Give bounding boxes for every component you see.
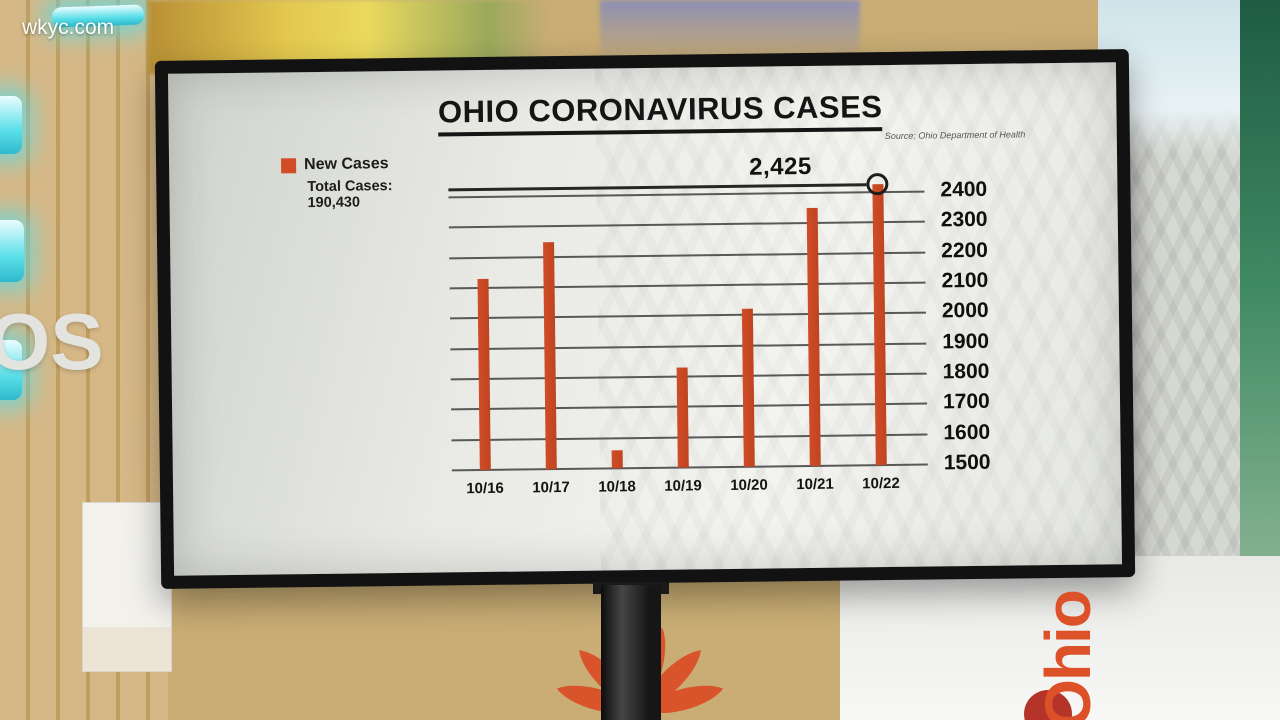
- legend-total-value: 190,430: [307, 194, 361, 212]
- chart-source: Source: Ohio Department of Health: [884, 129, 1026, 142]
- bar: [676, 367, 689, 468]
- gridline: [449, 311, 926, 320]
- y-axis-label: 2300: [940, 208, 988, 232]
- x-axis-label: 10/18: [598, 478, 636, 496]
- gridline: [451, 402, 928, 411]
- tv-screen: OHIO CORONAVIRUS CASES Source: Ohio Depa…: [167, 62, 1123, 576]
- plot-area: 2400 2300 2200 2100 2000 1900 1800 1700 1600 1500…: [448, 153, 991, 497]
- legend-series: New Cases: [281, 155, 392, 174]
- gridline: [449, 251, 926, 260]
- gridline: [449, 281, 926, 290]
- y-axis-label: 2200: [941, 238, 989, 263]
- y-axis-label: 2400: [940, 177, 988, 202]
- tv-monitor: OHIO CORONAVIRUS CASES Source: Ohio Depa…: [154, 49, 1136, 589]
- bar: [871, 184, 887, 466]
- x-axis-label: 10/22: [862, 474, 900, 493]
- y-axis-label: 1500: [943, 450, 991, 475]
- x-axis-label: 10/21: [796, 475, 834, 494]
- gridline: [450, 372, 927, 381]
- bar: [806, 208, 821, 466]
- legend-swatch-icon: [281, 157, 297, 173]
- led-strip: [0, 340, 22, 400]
- ohio-branding: Ohio: [1032, 591, 1104, 720]
- x-axis-label: 10/16: [466, 479, 504, 498]
- gridline: [451, 463, 928, 472]
- y-axis-label: 2000: [941, 299, 989, 323]
- chart-legend: New Cases Total Cases: 190,430: [281, 155, 393, 211]
- studio-purple-light: [600, 0, 860, 62]
- x-axis-label: 10/20: [730, 476, 768, 494]
- annotation-ring: [866, 173, 889, 196]
- annotation-label: 2,425: [748, 153, 812, 182]
- legend-total-label: Total Cases:: [307, 178, 393, 196]
- bar: [611, 450, 623, 469]
- studio-wall-letters: OS: [0, 297, 104, 386]
- y-axis-label: 1900: [942, 329, 990, 354]
- y-axis-label: 1800: [942, 359, 990, 384]
- chart-title: OHIO CORONAVIRUS CASES: [437, 89, 883, 137]
- annotation-line: [448, 183, 867, 192]
- gridline: [448, 220, 925, 229]
- led-strip: [0, 96, 22, 154]
- led-strip: [0, 220, 24, 282]
- bar: [741, 308, 755, 467]
- bar-chart: OHIO CORONAVIRUS CASES Source: Ohio Depa…: [168, 62, 1122, 576]
- y-axis-label: 2100: [941, 268, 989, 293]
- studio-pedestal: [82, 502, 172, 672]
- tv-stand-pole: [601, 585, 661, 720]
- y-axis-label: 1600: [943, 420, 991, 445]
- x-axis-label: 10/19: [664, 477, 702, 495]
- x-axis-label: 10/17: [532, 478, 570, 497]
- gridline: [451, 433, 928, 442]
- gridline: [448, 190, 925, 199]
- station-watermark: wkyc.com: [22, 16, 115, 39]
- bar: [476, 278, 491, 471]
- y-axis-label: 1700: [942, 390, 990, 414]
- gridline: [450, 342, 927, 351]
- legend-series-label: New Cases: [303, 155, 389, 174]
- bar: [542, 241, 557, 470]
